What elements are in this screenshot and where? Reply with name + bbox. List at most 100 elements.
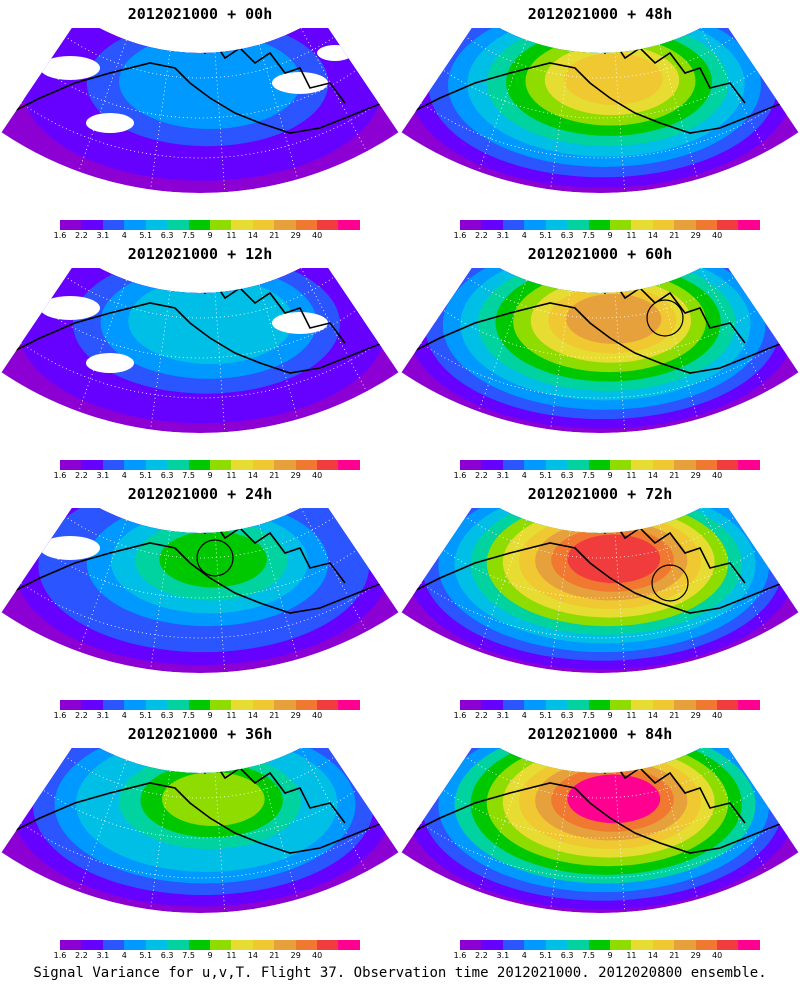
longitude-line (700, 748, 768, 872)
colorbar-swatch (588, 940, 610, 950)
colorbar-tick-label: 9 (607, 471, 613, 480)
panel-title: 2012021000 + 12h (127, 245, 273, 263)
colorbar-swatch (524, 940, 546, 950)
colorbar-tick-label: 9 (607, 231, 613, 240)
colorbar-swatch (60, 940, 82, 950)
colorbar-tick-label: 2.2 (75, 471, 88, 480)
colorbar-swatch (460, 220, 482, 230)
colorbar-swatch (231, 700, 253, 710)
colorbar-swatch (738, 700, 760, 710)
longitude-line (658, 284, 699, 420)
colorbar-tick-label: 1.6 (453, 711, 467, 720)
colorbar-swatch (674, 940, 696, 950)
colorbar-tick-label: 1.6 (53, 711, 67, 720)
colorbar-tick-label: 40 (712, 951, 723, 960)
colorbar-swatch (545, 220, 568, 230)
colorbar-tick-label: 29 (690, 471, 701, 480)
colorbar-swatch (652, 700, 675, 710)
colorbar-swatch (145, 220, 168, 230)
colorbar-swatch (209, 940, 232, 950)
colorbar-swatch (567, 460, 589, 470)
map-panel: 2012021000 + 36h 1.6 2.2 3.1 4 5.1 6.3 7.5 9 11 14… (0, 720, 400, 965)
colorbar-swatch (609, 940, 632, 950)
longitude-line (658, 44, 699, 180)
colorbar-swatch (252, 700, 275, 710)
longitude-line (78, 39, 127, 172)
colorbar: 1.6 2.2 3.1 4 5.1 6.3 7.5 9 11 14 21 29 40 (54, 220, 360, 242)
colorbar-swatch (738, 940, 760, 950)
colorbar-swatch (209, 220, 232, 230)
colorbar-swatch (695, 940, 718, 950)
colorbar-swatch (252, 460, 275, 470)
polar-projection-map (1, 28, 399, 193)
colorbar-swatch (588, 220, 610, 230)
colorbar-swatch (295, 940, 318, 950)
colorbar-swatch (567, 940, 589, 950)
colorbar-tick-label: 7.5 (582, 471, 595, 480)
colorbar-tick-label: 29 (290, 471, 301, 480)
colorbar-swatch (295, 220, 318, 230)
colorbar-swatch (631, 460, 653, 470)
colorbar-tick-label: 1.6 (453, 231, 467, 240)
colorbar-swatches (460, 460, 760, 470)
colorbar-tick-label: 11 (626, 711, 637, 720)
colorbar-tick-label: 6.3 (160, 471, 174, 480)
longitude-line (258, 284, 299, 420)
colorbar-tick-label: 2.2 (75, 951, 88, 960)
colorbar-labels: 1.6 2.2 3.1 4 5.1 6.3 7.5 9 11 14 21 29 40 (454, 230, 760, 240)
colorbar-swatch (274, 940, 296, 950)
colorbar-swatch (695, 220, 718, 230)
colorbar-swatch (145, 940, 168, 950)
longitude-line (550, 770, 571, 910)
colorbar-tick-label: 14 (247, 951, 258, 960)
map-panel: 2012021000 + 24h 1.6 2.2 3.1 4 5.1 6.3 7.5 9 11 14… (0, 480, 400, 725)
colorbar-tick-label: 5.1 (139, 231, 153, 240)
colorbar-tick-label: 7.5 (182, 711, 195, 720)
colorbar-tick-label: 5.1 (539, 471, 553, 480)
colorbar-swatch (609, 700, 632, 710)
colorbar: 1.6 2.2 3.1 4 5.1 6.3 7.5 9 11 14 21 29 40 (54, 940, 360, 962)
colorbar-tick-label: 11 (226, 471, 237, 480)
colorbar-tick-label: 3.1 (496, 471, 510, 480)
colorbar-tick-label: 29 (690, 951, 701, 960)
colorbar-tick-label: 29 (690, 711, 701, 720)
colorbar-tick-label: 9 (207, 471, 213, 480)
polar-projection-map (401, 28, 799, 193)
colorbar-tick-label: 4 (121, 231, 127, 240)
colorbar-tick-label: 21 (669, 471, 680, 480)
colorbar-tick-label: 6.3 (160, 711, 174, 720)
observation-circle (646, 299, 684, 337)
colorbar-tick-label: 4 (121, 471, 127, 480)
colorbar-tick-label: 3.1 (96, 951, 110, 960)
colorbar-tick-label: 21 (269, 471, 280, 480)
colorbar-swatches (60, 940, 360, 950)
colorbar-swatch (317, 220, 339, 230)
longitude-line (614, 292, 626, 433)
colorbar-tick-label: 14 (647, 231, 658, 240)
colorbar-swatch (274, 460, 296, 470)
colorbar-swatch (60, 220, 82, 230)
colorbar-swatch (502, 220, 525, 230)
colorbar-tick-label: 9 (207, 711, 213, 720)
colorbar-swatch (545, 940, 568, 950)
colorbar-swatch (695, 460, 718, 470)
colorbar-swatch (717, 220, 739, 230)
colorbar-tick-label: 40 (312, 951, 323, 960)
colorbar-tick-label: 7.5 (182, 231, 195, 240)
colorbar-swatch (124, 460, 146, 470)
colorbar-swatch (231, 940, 253, 950)
colorbar-tick-label: 14 (247, 231, 258, 240)
colorbar-swatch (274, 700, 296, 710)
latitude-line (1, 748, 399, 799)
colorbar-tick-label: 5.1 (539, 231, 553, 240)
colorbar-tick-label: 3.1 (96, 471, 110, 480)
longitude-line (300, 268, 368, 392)
longitude-line (150, 50, 171, 190)
colorbar-tick-label: 11 (226, 231, 237, 240)
colorbar-labels: 1.6 2.2 3.1 4 5.1 6.3 7.5 9 11 14 21 29 40 (454, 470, 760, 480)
colorbar-swatch (188, 460, 210, 470)
latitude-line (1, 508, 399, 559)
longitude-line (478, 519, 527, 652)
colorbar-tick-label: 6.3 (160, 951, 174, 960)
colorbar-tick-label: 6.3 (560, 471, 574, 480)
